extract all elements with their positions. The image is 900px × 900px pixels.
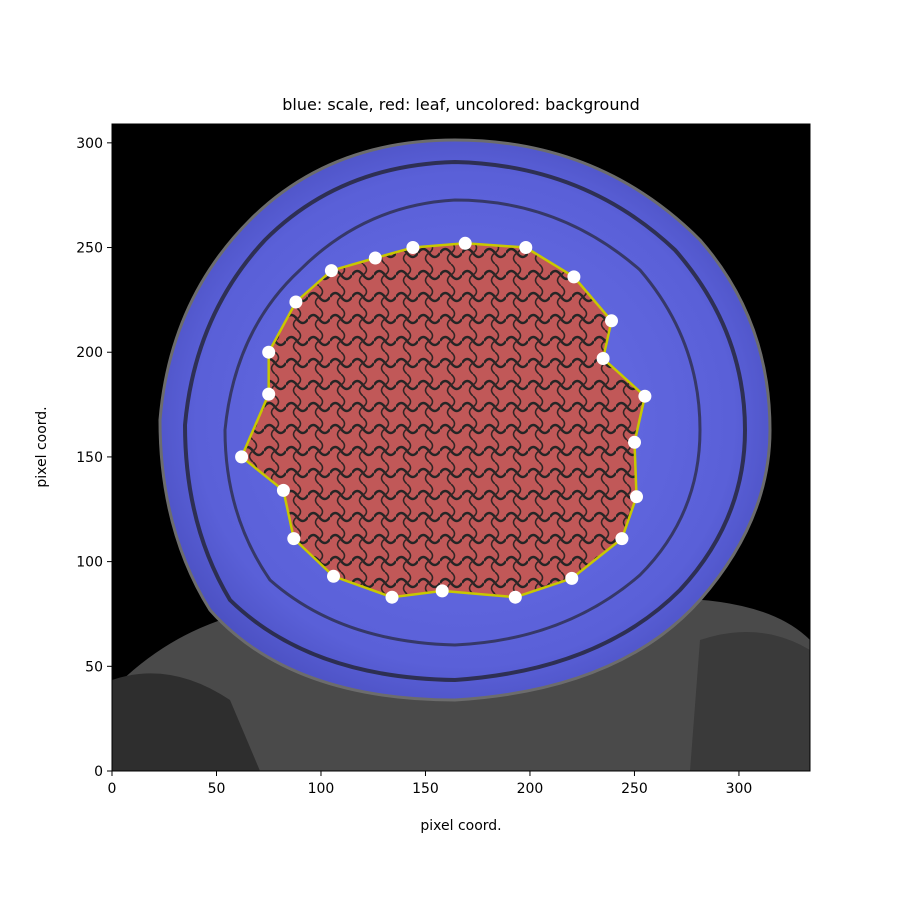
contour-marker [565, 571, 579, 585]
contour-marker [615, 532, 629, 546]
x-axis: 0 50 100 150 200 250 300 [108, 771, 753, 797]
scale-ring-outer [182, 159, 748, 683]
contour-marker [596, 352, 610, 365]
y-tick-label: 250 [76, 241, 103, 257]
x-tick-label: 150 [412, 781, 439, 797]
contour-marker [458, 236, 472, 250]
contour-marker [508, 590, 522, 604]
contour-marker [276, 483, 290, 497]
leaf-region-layer [240, 242, 647, 599]
contour-marker [567, 270, 581, 284]
contour-marker [519, 241, 533, 254]
x-tick-label: 50 [208, 781, 226, 797]
axes-frame [111, 123, 811, 772]
contour-marker [327, 569, 340, 583]
y-tick-label: 150 [76, 450, 103, 466]
contour-marker [630, 490, 643, 504]
y-axis-label: pixel coord. [34, 406, 50, 487]
contour-marker [289, 295, 303, 309]
leaf-region [241, 243, 645, 598]
x-tick-label: 250 [621, 781, 648, 797]
contour-marker [235, 450, 249, 464]
chart-title: blue: scale, red: leaf, uncolored: backg… [282, 95, 640, 114]
y-tick-label: 100 [76, 555, 103, 571]
contour-marker [406, 241, 420, 254]
contour-marker [368, 251, 382, 265]
y-tick-label: 0 [94, 764, 103, 780]
x-tick-label: 100 [308, 781, 335, 797]
contour-marker [287, 532, 301, 546]
y-tick-label: 50 [85, 659, 103, 675]
x-tick-label: 200 [517, 781, 544, 797]
lower-gray-patch-right [690, 632, 810, 771]
contour-marker [385, 590, 399, 604]
contour-marker [324, 264, 338, 278]
x-tick-label: 0 [108, 781, 117, 797]
contour-marker [605, 314, 618, 328]
scale-ring-inner [223, 198, 702, 647]
contour-marker [262, 387, 276, 401]
y-tick-label: 200 [76, 345, 103, 361]
contour-marker [435, 584, 449, 598]
x-tick-label: 300 [726, 781, 753, 797]
plot-area [112, 124, 810, 771]
marker-layer [235, 236, 652, 604]
contour-marker [638, 389, 652, 403]
x-axis-label: pixel coord. [420, 818, 501, 834]
y-tick-label: 300 [76, 136, 103, 152]
lower-gray-patch-left [112, 673, 260, 771]
y-axis: 0 50 100 150 200 250 300 [76, 136, 112, 780]
contour-marker [628, 435, 641, 449]
contour-marker [262, 345, 276, 359]
